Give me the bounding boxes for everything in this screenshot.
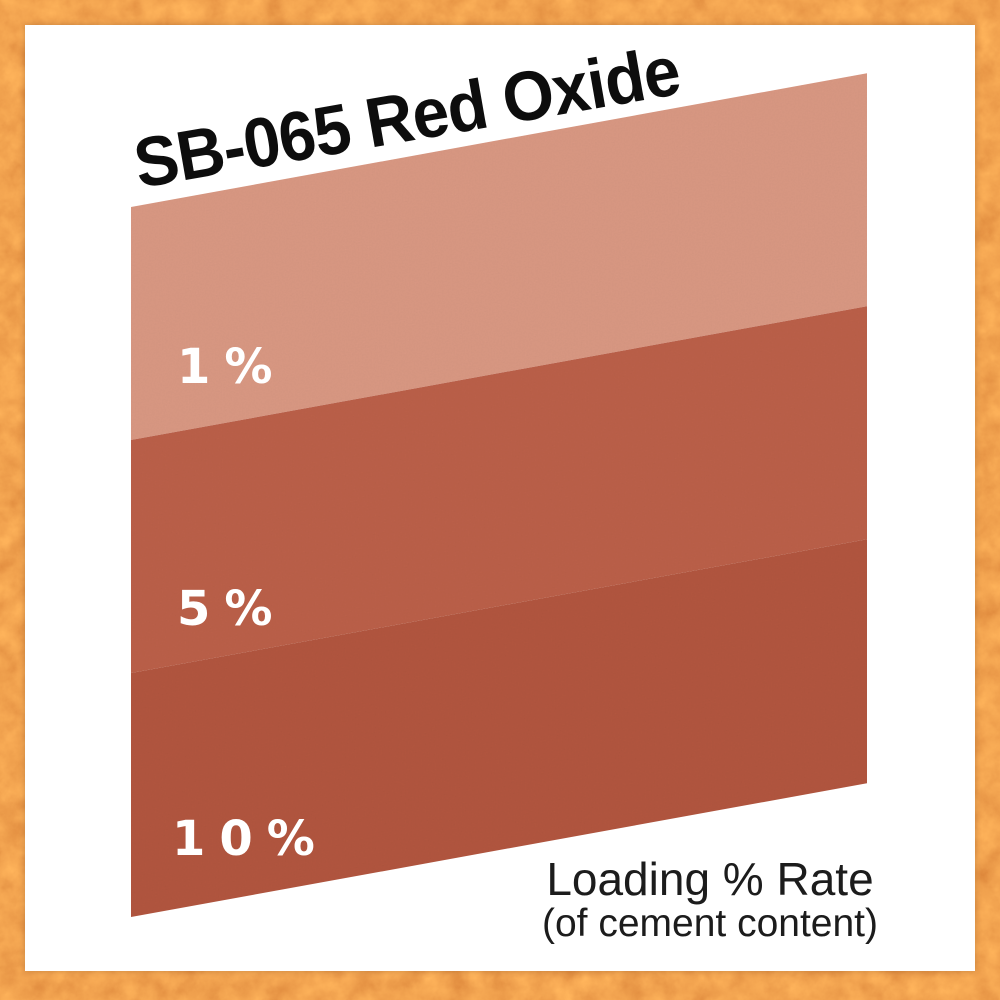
axis-caption: Loading % Rate (of cement content) [460, 856, 960, 946]
card: SB-065 Red Oxide 1% 5% 10% Loading % Rat… [25, 25, 975, 971]
caption-cement-content: (of cement content) [542, 902, 878, 945]
swatch-stack [131, 73, 867, 917]
swatch-label-5pct: 5% [177, 581, 287, 637]
swatch-label-10pct: 10% [172, 811, 329, 867]
caption-loading-rate: Loading % Rate [546, 853, 874, 905]
swatch-label-1pct: 1% [177, 339, 287, 395]
